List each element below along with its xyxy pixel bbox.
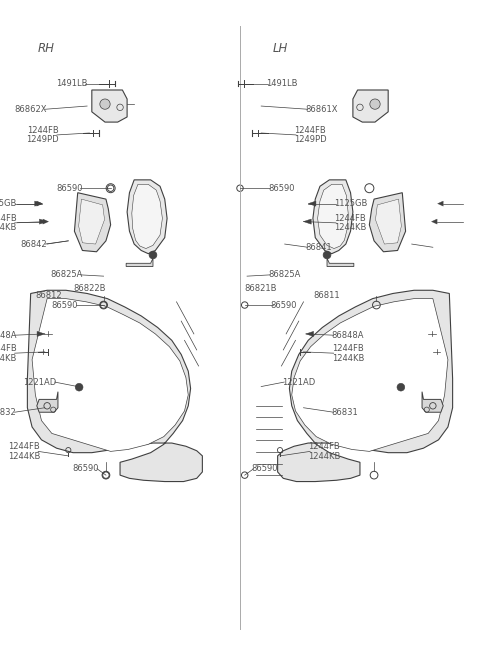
Polygon shape — [92, 90, 127, 122]
Polygon shape — [327, 258, 354, 267]
Text: 1125GB: 1125GB — [0, 199, 16, 208]
Text: 1125GB: 1125GB — [334, 199, 368, 208]
Text: 1244FB
1249PD: 1244FB 1249PD — [294, 126, 327, 144]
Polygon shape — [432, 219, 437, 224]
Text: 1221AD: 1221AD — [24, 377, 57, 386]
Text: 86811: 86811 — [313, 291, 339, 300]
Text: 86590: 86590 — [271, 301, 297, 310]
Polygon shape — [37, 201, 42, 206]
Polygon shape — [308, 201, 316, 206]
Circle shape — [323, 251, 331, 259]
Text: 86832: 86832 — [0, 407, 16, 417]
Text: 1244FB
1244KB: 1244FB 1244KB — [308, 442, 341, 460]
Text: 86590: 86590 — [268, 183, 295, 193]
Polygon shape — [303, 219, 311, 224]
Polygon shape — [27, 290, 203, 481]
Polygon shape — [353, 90, 388, 122]
Text: 1244FB
1244KB: 1244FB 1244KB — [332, 344, 364, 362]
Polygon shape — [39, 219, 47, 224]
Text: 1491LB: 1491LB — [266, 79, 298, 88]
Polygon shape — [313, 180, 353, 253]
Circle shape — [397, 383, 405, 391]
Polygon shape — [370, 193, 406, 252]
Text: 86590: 86590 — [72, 464, 99, 473]
Text: 1244FB
1244KB: 1244FB 1244KB — [334, 214, 366, 233]
Text: 86821B: 86821B — [245, 284, 277, 293]
Polygon shape — [306, 331, 313, 337]
Circle shape — [149, 251, 157, 259]
Polygon shape — [35, 201, 42, 206]
Polygon shape — [132, 184, 162, 248]
Text: 86861X: 86861X — [306, 105, 338, 114]
Polygon shape — [79, 199, 105, 244]
Text: 86825A: 86825A — [268, 271, 300, 280]
Text: 86841: 86841 — [306, 243, 333, 252]
Text: 86842: 86842 — [21, 240, 47, 248]
Text: 86825A: 86825A — [50, 271, 83, 280]
Text: 86590: 86590 — [252, 464, 278, 473]
Text: 1491LB: 1491LB — [56, 79, 87, 88]
Polygon shape — [127, 180, 167, 253]
Text: 86812: 86812 — [36, 291, 62, 300]
Text: 86590: 86590 — [51, 301, 78, 310]
Text: RH: RH — [38, 42, 55, 55]
Text: 1244FB
1244KB: 1244FB 1244KB — [0, 344, 16, 362]
Text: 1221AD: 1221AD — [282, 377, 315, 386]
Text: 1244FB
1244KB: 1244FB 1244KB — [8, 442, 40, 460]
Polygon shape — [43, 219, 48, 224]
Polygon shape — [277, 290, 453, 481]
Polygon shape — [422, 392, 443, 412]
Text: 86590: 86590 — [56, 183, 83, 193]
Text: 86822B: 86822B — [73, 284, 106, 293]
Text: 86831: 86831 — [332, 407, 359, 417]
Polygon shape — [32, 299, 188, 451]
Polygon shape — [438, 201, 443, 206]
Circle shape — [75, 383, 83, 391]
Polygon shape — [126, 258, 153, 267]
Polygon shape — [37, 392, 58, 412]
Circle shape — [100, 99, 110, 109]
Text: LH: LH — [273, 42, 288, 55]
Text: 86848A: 86848A — [0, 331, 16, 340]
Text: 86862X: 86862X — [14, 105, 47, 114]
Circle shape — [370, 99, 380, 109]
Text: 1244FB
1244KB: 1244FB 1244KB — [0, 214, 16, 233]
Polygon shape — [74, 193, 110, 252]
Text: 1244FB
1249PD: 1244FB 1249PD — [26, 126, 59, 144]
Polygon shape — [375, 199, 401, 244]
Text: 86848A: 86848A — [332, 331, 364, 340]
Polygon shape — [318, 184, 348, 248]
Polygon shape — [292, 299, 448, 451]
Polygon shape — [37, 331, 45, 337]
